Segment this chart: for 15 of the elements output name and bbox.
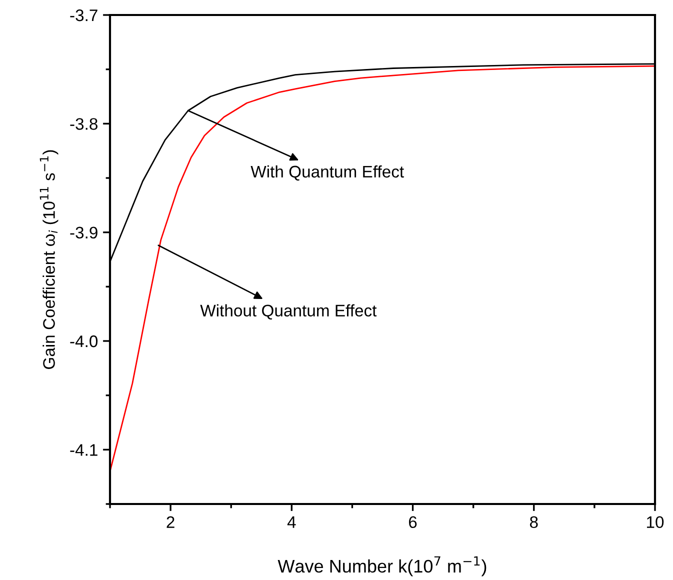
annotation: Without Quantum Effect <box>200 304 377 320</box>
x-tick-label: 6 <box>408 516 417 528</box>
x-tick-label: 10 <box>647 516 664 528</box>
line-series <box>110 65 655 472</box>
y-tick-label: -3.7 <box>70 9 98 22</box>
y-tick-label: -4.1 <box>70 444 98 456</box>
x-tick-label: 4 <box>287 516 296 528</box>
x-tick-label: 8 <box>530 516 538 528</box>
y-tick-label: -3.8 <box>70 118 98 130</box>
y-tick-label: -4.0 <box>70 335 98 348</box>
x-axis-title: Wave Number k(10$^{7}$ m$^{−1}$) <box>278 556 486 576</box>
annotation: With Quantum Effect <box>250 165 404 181</box>
x-tick-label: 2 <box>166 516 174 528</box>
y-axis-title: Gain Coefficient ω$_{i}$ (10$^{11}$ s$^{−1}$) <box>40 150 58 369</box>
y-tick-label: -3.9 <box>70 226 98 239</box>
